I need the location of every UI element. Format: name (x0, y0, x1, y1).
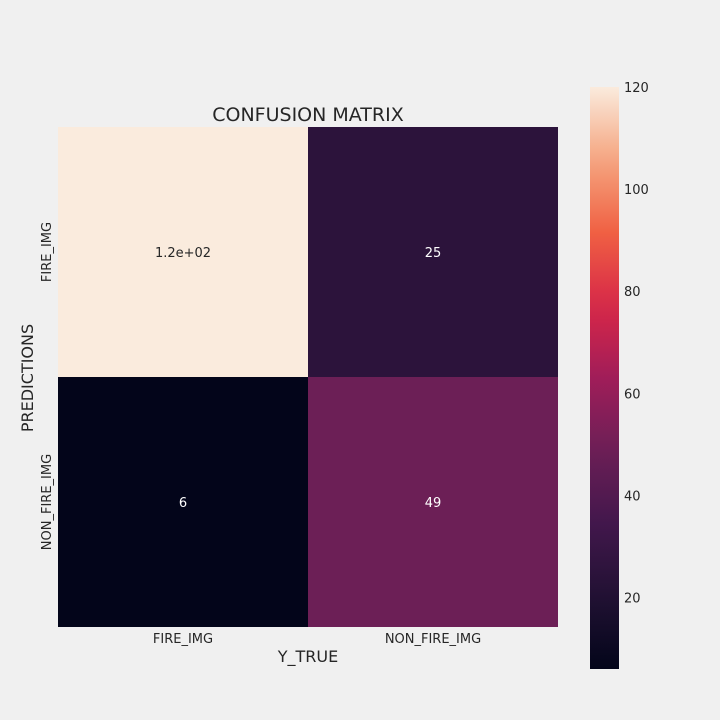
colorbar-tick-label: 80 (624, 285, 641, 300)
cell-annotation: 25 (425, 246, 442, 261)
cell-annotation: 49 (425, 496, 442, 511)
colorbar-tick-labels: 20 40 60 80 100 120 (624, 81, 649, 607)
colorbar-tick-label: 20 (624, 592, 641, 607)
y-axis-label: PREDICTIONS (18, 324, 37, 432)
cell-annotation: 1.2e+02 (155, 246, 211, 261)
colorbar-tick-label: 60 (624, 387, 641, 402)
x-tick-labels: FIRE_IMG NON_FIRE_IMG (153, 632, 481, 647)
heatmap-cells (58, 127, 558, 627)
y-tick-labels: FIRE_IMG NON_FIRE_IMG (40, 222, 55, 550)
colorbar-tick-label: 120 (624, 81, 649, 96)
heatmap-cell (308, 127, 558, 377)
colorbar-tick-label: 40 (624, 489, 641, 504)
x-tick-label: FIRE_IMG (153, 632, 213, 647)
colorbar (590, 87, 619, 669)
cell-annotation: 6 (179, 496, 187, 511)
chart-title: CONFUSION MATRIX (212, 104, 403, 126)
heatmap-cell (58, 377, 308, 627)
y-tick-label: FIRE_IMG (40, 222, 55, 282)
x-tick-label: NON_FIRE_IMG (385, 632, 481, 647)
x-axis-label: Y_TRUE (277, 647, 338, 667)
y-tick-label: NON_FIRE_IMG (40, 454, 55, 550)
colorbar-tick-label: 100 (624, 183, 649, 198)
cell-annotations: 1.2e+02 25 6 49 (155, 246, 441, 511)
heatmap-cell (308, 377, 558, 627)
heatmap-cell (58, 127, 308, 377)
